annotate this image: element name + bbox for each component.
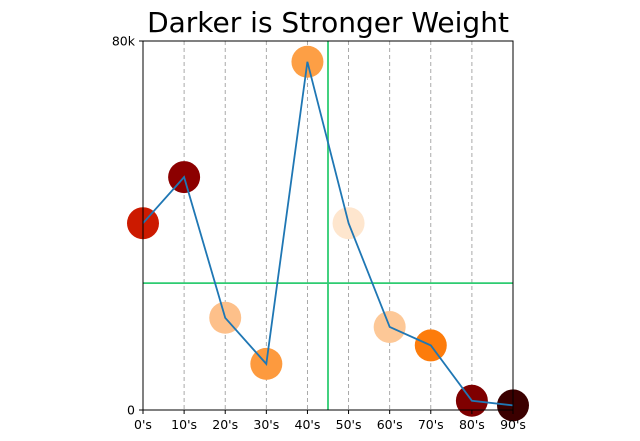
series-line (142, 61, 514, 407)
series-line-layer (142, 61, 514, 407)
y-tick-label-1: 80k (112, 34, 136, 49)
y-tick-label-0: 0 (127, 403, 135, 418)
x-tick-label-7: 70's (418, 417, 444, 432)
x-tick-label-9: 90's (500, 417, 526, 432)
chart-title: Darker is Stronger Weight (147, 6, 509, 39)
x-tick-label-0: 0's (134, 417, 152, 432)
x-tick-label-8: 80's (459, 417, 485, 432)
axes: 0's 10's 20's 30's 40's 50's 60's 70's 80's 90's 0… (112, 34, 526, 433)
reference-lines (143, 41, 513, 410)
plot-frame (142, 40, 514, 411)
x-tick-label-6: 60's (377, 417, 403, 432)
x-tick-label-5: 50's (336, 417, 362, 432)
x-tick-label-2: 20's (212, 417, 238, 432)
x-tick-label-1: 10's (171, 417, 197, 432)
x-tick-label-3: 30's (253, 417, 279, 432)
x-tick-label-4: 40's (295, 417, 321, 432)
